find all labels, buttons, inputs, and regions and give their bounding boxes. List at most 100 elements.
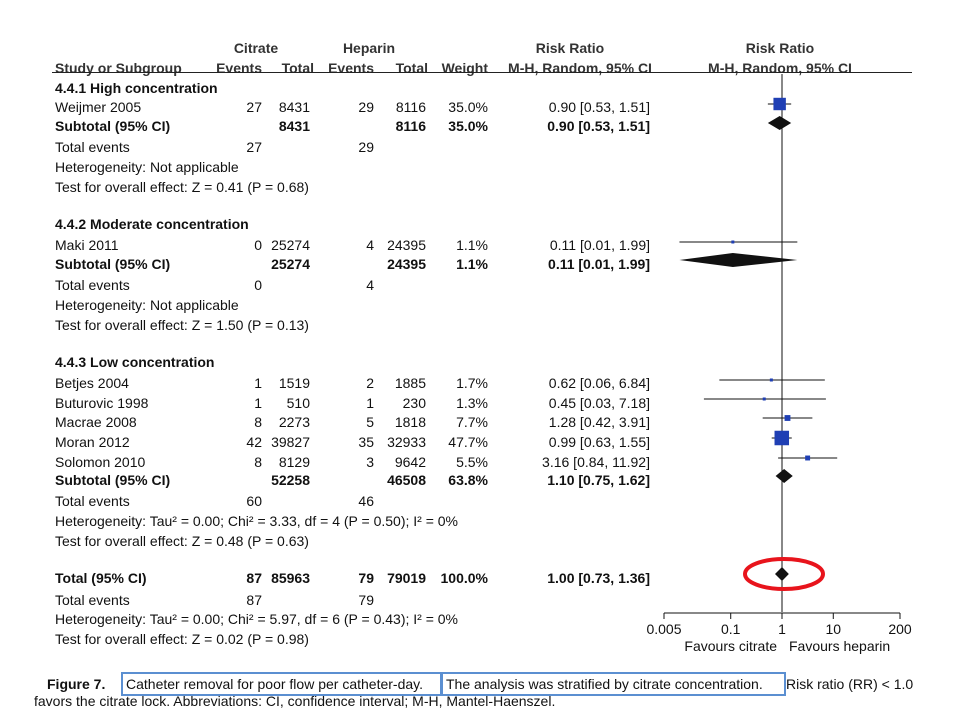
weight: 63.8% [448,472,488,488]
citrate-events: 0 [254,277,262,293]
heparin-events: 5 [366,414,374,430]
highlight-ellipse [743,557,825,591]
risk-ratio-ci: 0.45 [0.03, 7.18] [548,395,650,411]
citrate-events: 8 [254,414,262,430]
citrate-events: 87 [246,570,262,586]
study-label: Weijmer 2005 [55,99,142,115]
citrate-total: 1519 [278,375,310,391]
heparin-events: 1 [366,395,374,411]
study-label: Test for overall effect: Z = 0.02 (P = 0… [55,631,309,647]
citrate-events: 1 [254,395,262,411]
caption-part2: The analysis was stratified by citrate c… [446,676,763,692]
weight: 1.1% [456,256,488,272]
subgroup-heading: 4.4.2 Moderate concentration [55,216,249,232]
x-tick-label: 1 [778,621,786,637]
heparin-total: 79019 [387,570,426,586]
heparin-events: 4 [366,237,374,253]
study-label: Heterogeneity: Tau² = 0.00; Chi² = 5.97,… [55,611,458,627]
study-label: Heterogeneity: Not applicable [55,297,239,313]
study-label: Test for overall effect: Z = 1.50 (P = 0… [55,317,309,333]
heparin-events: 2 [366,375,374,391]
study-label: Total events [55,592,130,608]
heparin-total: 1818 [394,414,426,430]
risk-ratio-ci: 0.11 [0.01, 1.99] [548,256,650,272]
caption-highlight-box-2 [441,672,786,696]
study-label: Subtotal (95% CI) [55,472,171,488]
heparin-total: 24395 [387,256,426,272]
citrate-events: 27 [246,99,262,115]
citrate-total: 8431 [278,118,310,134]
heparin-group-header: Heparin [342,40,396,56]
heparin-events: 29 [358,139,374,155]
heparin-total: 230 [402,395,426,411]
citrate-total: 2273 [278,414,310,430]
study-marker [731,240,735,244]
study-label: Heterogeneity: Tau² = 0.00; Chi² = 3.33,… [55,513,458,529]
weight: 1.7% [456,375,488,391]
study-label: Buturovic 1998 [55,395,149,411]
citrate-total: 25274 [271,256,310,272]
study-marker [762,397,766,401]
citrate-events: 42 [246,434,262,450]
risk-ratio-ci: 0.11 [0.01, 1.99] [549,237,650,253]
header-rule [52,72,912,73]
study-marker [769,378,773,382]
citrate-total: 39827 [271,434,310,450]
study-label: Test for overall effect: Z = 0.48 (P = 0… [55,533,309,549]
study-label: Subtotal (95% CI) [55,256,171,272]
citrate-events: 8 [254,454,262,470]
caption-line2: favors the citrate lock. Abbreviations: … [34,693,556,709]
figure-label: Figure 7. [47,676,106,692]
study-label: Macrae 2008 [55,414,137,430]
caption-highlight-box-1 [121,672,442,696]
risk-ratio-ci: 0.90 [0.53, 1.51] [548,99,650,115]
citrate-group-header: Citrate [233,40,279,56]
risk-ratio-ci: 1.00 [0.73, 1.36] [547,570,650,586]
citrate-total: 25274 [271,237,310,253]
study-label: Betjes 2004 [55,375,129,391]
heparin-total: 9642 [394,454,426,470]
weight: 5.5% [456,454,488,470]
weight: 35.0% [448,118,488,134]
x-tick-label: 0.1 [721,621,741,637]
weight: 1.3% [456,395,488,411]
citrate-events: 1 [254,375,262,391]
risk-ratio-plot-header: Risk Ratio [745,40,815,56]
study-label: Moran 2012 [55,434,130,450]
weight: 1.1% [456,237,488,253]
study-label: Subtotal (95% CI) [55,118,171,134]
risk-ratio-ci: 1.28 [0.42, 3.91] [548,414,650,430]
citrate-total: 85963 [271,570,310,586]
pooled-diamond [767,116,792,130]
heparin-total: 1885 [394,375,426,391]
risk-ratio-ci: 0.99 [0.63, 1.55] [548,434,650,450]
heparin-events: 29 [358,99,374,115]
study-label: Total events [55,277,130,293]
caption-part3: Risk ratio (RR) < 1.0 [786,676,914,692]
risk-ratio-table-header: Risk Ratio [535,40,605,56]
weight: 100.0% [440,570,488,586]
risk-ratio-ci: 0.62 [0.06, 6.84] [548,375,650,391]
study-label: Total events [55,139,130,155]
pooled-diamond [679,253,798,267]
risk-ratio-ci: 1.10 [0.75, 1.62] [547,472,650,488]
weight: 47.7% [448,434,488,450]
study-label: Maki 2011 [55,237,119,253]
study-label: Test for overall effect: Z = 0.41 (P = 0… [55,179,309,195]
citrate-events: 0 [254,237,262,253]
heparin-events: 3 [366,454,374,470]
heparin-events: 46 [358,493,374,509]
x-tick-label: 0.005 [646,621,681,637]
heparin-total: 8116 [395,118,426,134]
heparin-total: 24395 [387,237,426,253]
citrate-total: 52258 [271,472,310,488]
citrate-events: 60 [246,493,262,509]
subgroup-heading: 4.4.3 Low concentration [55,354,215,370]
heparin-events: 79 [358,592,374,608]
heparin-total: 8116 [395,99,426,115]
subgroup-heading: 4.4.1 High concentration [55,80,218,96]
study-label: Total (95% CI) [55,570,147,586]
pooled-diamond [774,567,789,581]
favours-citrate-label: Favours citrate [684,638,777,654]
